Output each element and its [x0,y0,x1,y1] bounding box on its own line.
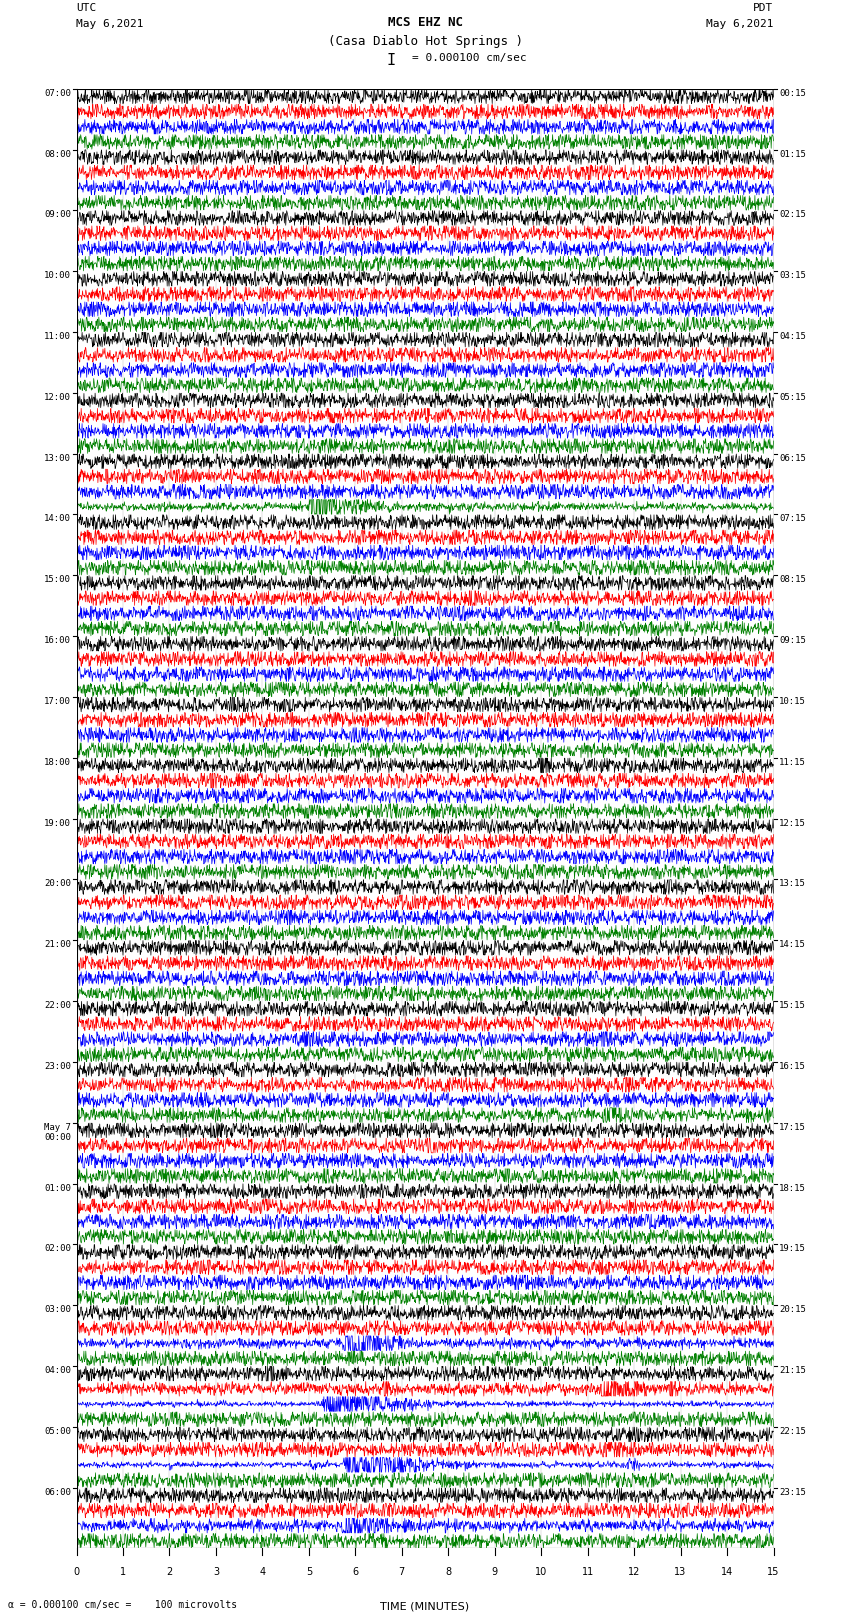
Text: 3: 3 [212,1566,219,1578]
Text: 12: 12 [628,1566,640,1578]
Text: May 6,2021: May 6,2021 [76,19,144,29]
Text: 7: 7 [399,1566,405,1578]
Text: 16:00: 16:00 [44,636,71,645]
Text: 01:00: 01:00 [44,1184,71,1192]
Text: 22:15: 22:15 [779,1428,806,1436]
Text: 1: 1 [120,1566,126,1578]
Text: 05:00: 05:00 [44,1428,71,1436]
Text: = 0.000100 cm/sec: = 0.000100 cm/sec [412,53,527,63]
Text: 20:15: 20:15 [779,1305,806,1315]
Text: 07:15: 07:15 [779,515,806,524]
Text: 15:00: 15:00 [44,576,71,584]
Text: 23:00: 23:00 [44,1061,71,1071]
Text: 2: 2 [167,1566,173,1578]
Text: May 6,2021: May 6,2021 [706,19,774,29]
Text: 17:15: 17:15 [779,1123,806,1132]
Text: 14:15: 14:15 [779,940,806,948]
Text: MCS EHZ NC: MCS EHZ NC [388,16,462,29]
Text: 14: 14 [721,1566,734,1578]
Text: 18:15: 18:15 [779,1184,806,1192]
Text: PDT: PDT [753,3,774,13]
Text: 13:00: 13:00 [44,453,71,463]
Text: I: I [387,53,395,68]
Text: 22:00: 22:00 [44,1002,71,1010]
Text: 08:00: 08:00 [44,150,71,158]
Text: 8: 8 [445,1566,451,1578]
Text: 21:00: 21:00 [44,940,71,948]
Text: (Casa Diablo Hot Springs ): (Casa Diablo Hot Springs ) [327,35,523,48]
Text: 11:00: 11:00 [44,332,71,340]
Text: 02:15: 02:15 [779,210,806,219]
Text: α = 0.000100 cm/sec =    100 microvolts: α = 0.000100 cm/sec = 100 microvolts [8,1600,238,1610]
Text: 03:15: 03:15 [779,271,806,281]
Text: 09:15: 09:15 [779,636,806,645]
Text: 02:00: 02:00 [44,1244,71,1253]
Text: 17:00: 17:00 [44,697,71,706]
Text: 14:00: 14:00 [44,515,71,524]
Text: 13: 13 [674,1566,687,1578]
Text: 18:00: 18:00 [44,758,71,766]
Text: 10:15: 10:15 [779,697,806,706]
Text: 10:00: 10:00 [44,271,71,281]
Text: 07:00: 07:00 [44,89,71,98]
Text: 19:00: 19:00 [44,819,71,827]
Text: 00:15: 00:15 [779,89,806,98]
Text: 20:00: 20:00 [44,879,71,889]
Text: 08:15: 08:15 [779,576,806,584]
Text: May 7
00:00: May 7 00:00 [44,1123,71,1142]
Text: 23:15: 23:15 [779,1487,806,1497]
Text: 11:15: 11:15 [779,758,806,766]
Text: 5: 5 [306,1566,312,1578]
Text: 15:15: 15:15 [779,1002,806,1010]
Text: 06:00: 06:00 [44,1487,71,1497]
Text: 12:00: 12:00 [44,394,71,402]
Text: 10: 10 [535,1566,547,1578]
Text: TIME (MINUTES): TIME (MINUTES) [381,1602,469,1611]
Text: 12:15: 12:15 [779,819,806,827]
Text: 15: 15 [768,1566,779,1578]
Text: 04:15: 04:15 [779,332,806,340]
Text: 03:00: 03:00 [44,1305,71,1315]
Text: 9: 9 [491,1566,498,1578]
Text: 01:15: 01:15 [779,150,806,158]
Text: 19:15: 19:15 [779,1244,806,1253]
Text: 04:00: 04:00 [44,1366,71,1374]
Text: UTC: UTC [76,3,97,13]
Text: 05:15: 05:15 [779,394,806,402]
Text: 13:15: 13:15 [779,879,806,889]
Text: 06:15: 06:15 [779,453,806,463]
Text: 16:15: 16:15 [779,1061,806,1071]
Text: 4: 4 [259,1566,265,1578]
Text: 09:00: 09:00 [44,210,71,219]
Text: 6: 6 [352,1566,359,1578]
Text: 21:15: 21:15 [779,1366,806,1374]
Text: 0: 0 [73,1566,80,1578]
Text: 11: 11 [581,1566,594,1578]
